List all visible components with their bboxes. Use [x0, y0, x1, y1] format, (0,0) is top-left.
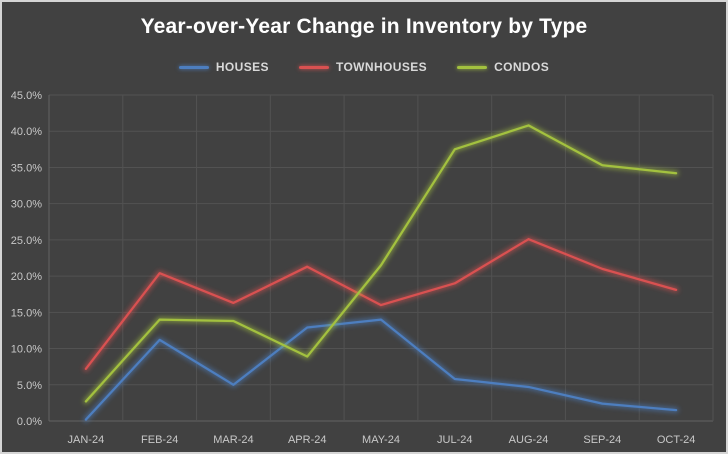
legend-item-townhouses: TOWNHOUSES	[298, 60, 428, 74]
x-axis-tick-label: MAY-24	[362, 434, 400, 446]
x-axis-tick-label: OCT-24	[657, 434, 696, 446]
legend-item-condos: CONDOS	[457, 60, 549, 74]
x-axis-tick-label: FEB-24	[141, 434, 178, 446]
y-axis-tick-label: 10.0%	[11, 344, 42, 356]
legend-label-condos: CONDOS	[494, 60, 550, 74]
y-axis-tick-label: 35.0%	[11, 162, 42, 174]
houses-line-swatch-icon	[178, 65, 209, 69]
y-axis-tick-label: 20.0%	[11, 271, 42, 283]
x-axis-tick-label: SEP-24	[583, 434, 621, 446]
x-axis-tick-label: AUG-24	[509, 434, 549, 446]
y-axis-tick-label: 5.0%	[17, 380, 42, 392]
x-axis-tick-label: JAN-24	[68, 434, 105, 446]
series-line-townhouses	[84, 238, 678, 370]
x-axis-tick-label: JUL-24	[437, 434, 472, 446]
series-line-glow-houses	[83, 316, 679, 423]
y-axis-tick-label: 15.0%	[11, 307, 42, 319]
townhouses-line-swatch-icon	[298, 65, 329, 69]
y-axis-tick-label: 45.0%	[11, 90, 42, 102]
chart-legend: HOUSES TOWNHOUSES CONDOS	[2, 60, 726, 74]
chart-title: Year-over-Year Change in Inventory by Ty…	[140, 15, 588, 38]
series-line-houses	[84, 318, 678, 421]
condos-line-swatch-icon	[457, 65, 488, 69]
y-axis-tick-label: 0.0%	[17, 416, 42, 428]
legend-item-houses: HOUSES	[178, 60, 269, 74]
x-axis-tick-label: APR-24	[288, 434, 327, 446]
legend-label-houses: HOUSES	[215, 60, 269, 74]
y-axis-tick-label: 40.0%	[11, 126, 42, 138]
y-axis-tick-label: 25.0%	[11, 235, 42, 247]
legend-label-townhouses: TOWNHOUSES	[335, 60, 428, 74]
y-axis-tick-label: 30.0%	[11, 199, 42, 211]
series-line-condos	[84, 124, 678, 403]
x-axis-tick-label: MAR-24	[213, 434, 253, 446]
plot-area: 0.0% 5.0% 10.0% 15.0% 20.0% 25.0% 30.0% 35.0% 40…	[11, 90, 714, 446]
